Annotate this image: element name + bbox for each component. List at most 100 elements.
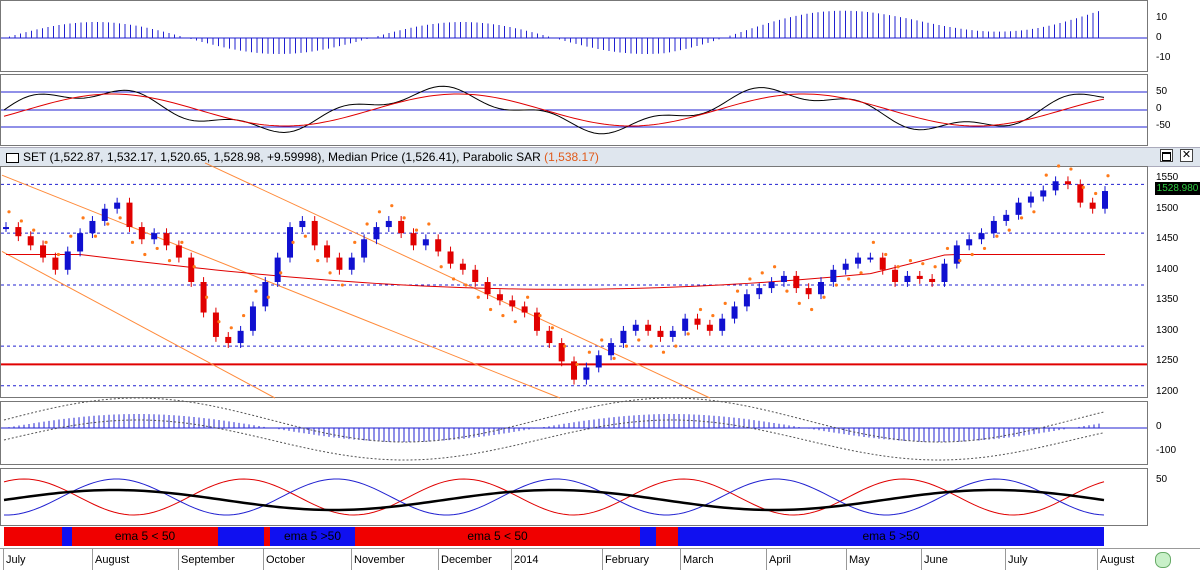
sar-value: (1,538.17): [544, 150, 599, 164]
stoch-tick: 50: [1156, 86, 1168, 97]
price-candle: [373, 227, 380, 240]
price-candle: [225, 336, 232, 344]
stoch-k-line: [3, 85, 1105, 135]
stoch-tick: -50: [1156, 120, 1171, 131]
sar-dot: [464, 283, 468, 287]
price-candle: [200, 282, 207, 313]
price-candle: [27, 236, 34, 246]
sar-dot: [1044, 173, 1048, 177]
price-candle: [1040, 190, 1047, 197]
sar-dot: [106, 222, 110, 226]
sar-label: , Parabolic SAR: [456, 150, 545, 164]
sar-dot: [93, 234, 98, 238]
price-candle: [212, 312, 219, 337]
sar-dot: [945, 246, 950, 251]
sar-dot: [328, 271, 332, 275]
sar-dot: [760, 271, 764, 275]
price-candle: [163, 233, 170, 246]
macd-bottom-panel: [0, 401, 1148, 465]
ema-signal-band: ema 5 < 50: [355, 527, 640, 546]
price-candle: [694, 318, 701, 325]
month-label: August: [95, 554, 130, 566]
sar-dot: [1106, 174, 1110, 178]
price-candle: [533, 312, 540, 331]
rsi-red-line: [3, 478, 1105, 516]
sar-dot: [180, 240, 184, 244]
macd-signal-line: [3, 397, 1105, 443]
close-icon[interactable]: ✕: [1180, 149, 1193, 162]
price-candle: [743, 294, 750, 307]
sar-dot: [735, 289, 740, 293]
sar-dot: [56, 252, 60, 257]
month-label: May: [849, 554, 870, 566]
channel-line: [1, 174, 561, 399]
month-label: June: [924, 554, 948, 566]
month-divider: [511, 549, 512, 570]
sar-dot: [600, 338, 604, 342]
month-label: December: [441, 554, 492, 566]
price-candle: [1102, 191, 1108, 209]
ema-signal-band: [264, 527, 270, 546]
maximize-icon[interactable]: [1160, 149, 1173, 162]
ema-signal-band: [640, 527, 656, 546]
month-divider: [92, 549, 93, 570]
stoch-d-line: [3, 93, 1105, 127]
ema-signal-band: ema 5 < 50: [72, 527, 218, 546]
month-divider: [602, 549, 603, 570]
price-candle: [447, 251, 454, 264]
ema-signal-band: ema 5 >50: [678, 527, 1104, 546]
sar-dot: [1057, 164, 1061, 168]
price-candle: [879, 257, 886, 270]
price-candle: [175, 245, 182, 258]
price-candle: [509, 300, 516, 307]
price-candle: [842, 263, 849, 270]
sar-dot: [353, 240, 357, 244]
sar-dot: [575, 362, 579, 367]
sar-dot: [810, 307, 814, 312]
sar-dot: [155, 246, 159, 251]
price-candle: [929, 278, 936, 282]
macd-top-panel: [0, 0, 1148, 72]
price-candle: [941, 263, 948, 282]
sar-dot: [538, 313, 542, 318]
stoch-tick: 0: [1156, 103, 1162, 114]
sar-dot: [390, 204, 394, 208]
sar-dot: [871, 240, 875, 244]
channel-line: [1, 251, 276, 399]
month-divider: [178, 549, 179, 570]
price-candle: [595, 355, 602, 368]
sar-dot: [1081, 185, 1085, 189]
price-candle: [15, 227, 22, 237]
price-candle: [990, 220, 997, 234]
status-indicator-icon: [1155, 552, 1171, 568]
month-divider: [766, 549, 767, 570]
sar-dot: [896, 265, 900, 269]
sar-dot: [822, 295, 826, 299]
price-candle: [496, 294, 503, 301]
price-candle: [422, 239, 429, 246]
price-candle: [953, 245, 960, 264]
price-candle: [571, 361, 578, 380]
price-candle: [645, 324, 652, 331]
ema-signal-band: [218, 527, 264, 546]
price-candle: [817, 282, 824, 295]
price-candle: [682, 318, 689, 331]
price-candle: [1003, 214, 1010, 221]
price-candle: [978, 233, 985, 240]
price-candle: [188, 257, 195, 282]
sar-dot: [316, 259, 320, 263]
last-price-label: 1528.980: [1155, 182, 1200, 195]
price-candle: [583, 367, 590, 380]
sar-dot: [501, 313, 505, 318]
price-candle: [1089, 202, 1096, 209]
macd-lower-line: [3, 419, 1105, 461]
macd-top-tick: 10: [1156, 12, 1168, 23]
sar-dot: [1032, 210, 1036, 214]
sar-dot: [476, 295, 480, 299]
sar-dot: [427, 222, 431, 226]
price-candle: [274, 257, 281, 282]
sar-dot: [1019, 216, 1024, 220]
month-label: February: [605, 554, 650, 566]
price-candle: [546, 330, 553, 344]
sar-dot: [365, 222, 369, 226]
